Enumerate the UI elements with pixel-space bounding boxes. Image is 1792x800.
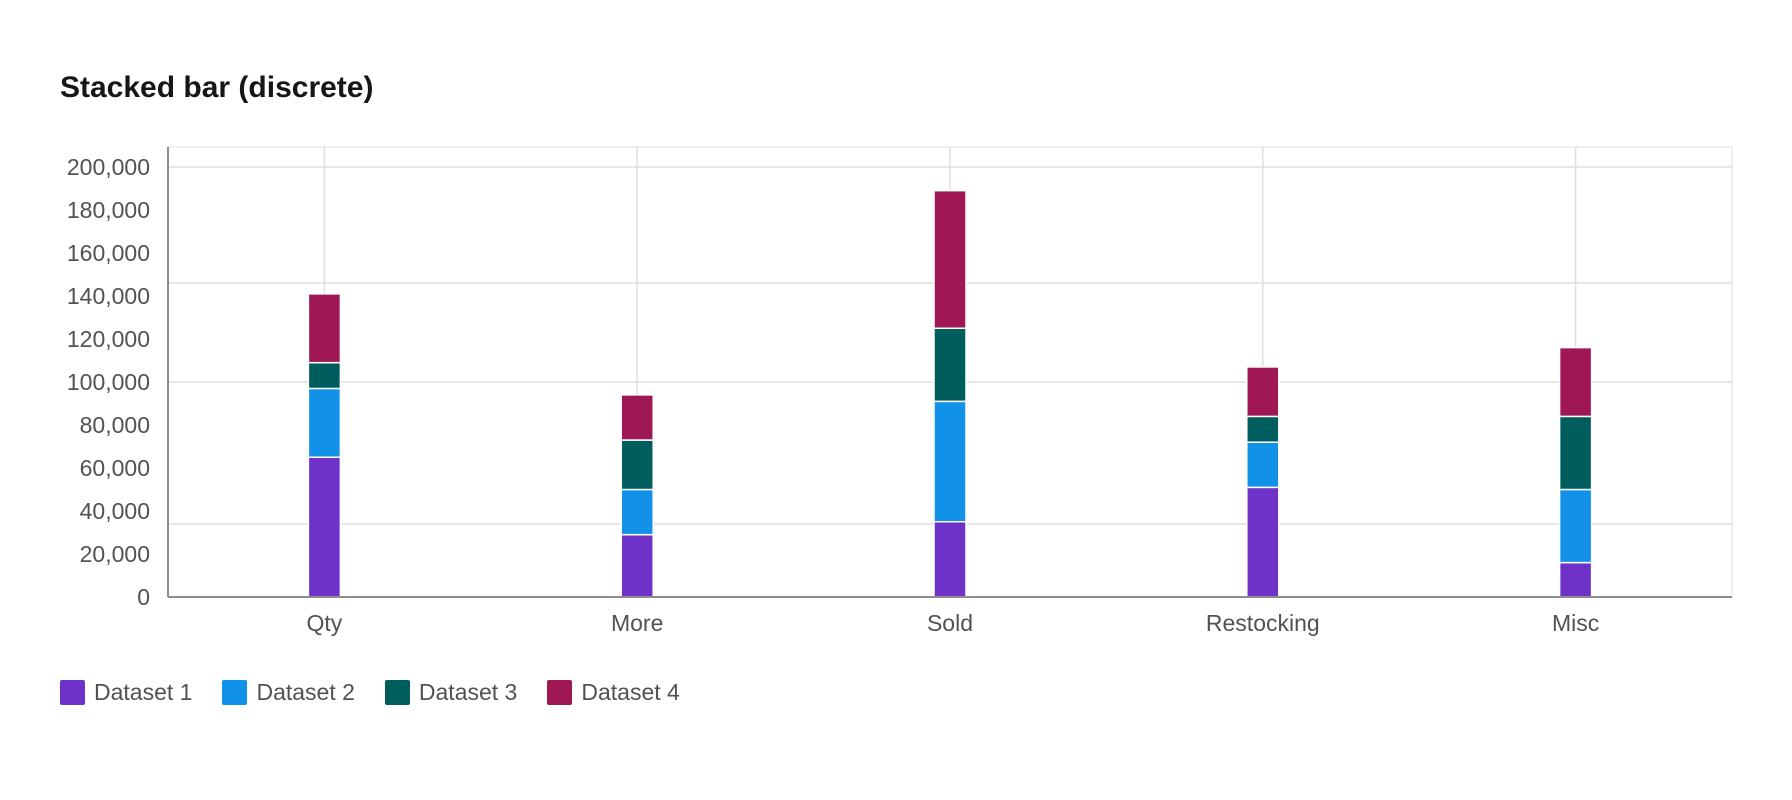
y-tick-label: 200,000 [67, 154, 150, 180]
y-tick-label: 80,000 [80, 412, 150, 438]
y-tick-label: 140,000 [67, 283, 150, 309]
bar-restocking-dataset-4[interactable] [1246, 366, 1280, 418]
y-tick-label: 160,000 [67, 240, 150, 266]
bar-qty-dataset-3[interactable] [307, 361, 342, 390]
bar-qty-dataset-2[interactable] [307, 387, 342, 459]
y-tick-label: 180,000 [67, 197, 150, 223]
y-tick-label: 40,000 [80, 498, 150, 524]
bar-qty-dataset-1[interactable] [307, 456, 342, 598]
legend-swatch [60, 680, 85, 705]
y-tick-label: 100,000 [67, 369, 150, 395]
bar-misc-dataset-4[interactable] [1558, 346, 1593, 418]
bar-more-dataset-1[interactable] [620, 533, 654, 598]
legend-swatch [222, 680, 248, 705]
legend-item-dataset-3[interactable]: Dataset 3 [384, 679, 518, 705]
bar-restocking-dataset-1[interactable] [1246, 486, 1280, 598]
legend-swatch [384, 680, 410, 705]
bar-more-dataset-3[interactable] [620, 439, 654, 491]
y-tick-label: 20,000 [80, 541, 150, 567]
bar-qty-dataset-4[interactable] [307, 293, 342, 364]
bar-sold-dataset-2[interactable] [933, 400, 967, 523]
bar-sold-dataset-3[interactable] [933, 327, 967, 403]
bar-restocking-dataset-2[interactable] [1246, 441, 1280, 489]
bar-more-dataset-2[interactable] [620, 488, 654, 536]
legend-label: Dataset 4 [581, 679, 680, 705]
y-tick-label: 60,000 [80, 455, 150, 481]
legend-item-dataset-1[interactable]: Dataset 1 [60, 680, 192, 705]
x-tick-label: Qty [307, 610, 343, 636]
x-tick-label: Sold [927, 610, 973, 636]
bar-misc-dataset-3[interactable] [1558, 415, 1593, 491]
legend-item-dataset-4[interactable]: Dataset 4 [547, 679, 680, 705]
x-tick-label: Restocking [1206, 610, 1320, 636]
x-tick-label: More [611, 610, 663, 636]
bar-misc-dataset-1[interactable] [1558, 561, 1593, 598]
bar-sold-dataset-1[interactable] [933, 521, 967, 598]
bar-more-dataset-4[interactable] [620, 394, 654, 441]
legend-label: Dataset 1 [94, 679, 193, 705]
x-tick-label: Misc [1552, 610, 1599, 636]
chart-title: Stacked bar (discrete) [60, 71, 374, 104]
bar-misc-dataset-2[interactable] [1558, 488, 1593, 564]
legend-label: Dataset 3 [418, 679, 518, 705]
y-tick-label: 120,000 [67, 326, 150, 352]
legend-item-dataset-2[interactable]: Dataset 2 [222, 679, 355, 705]
bar-restocking-dataset-3[interactable] [1246, 415, 1280, 443]
legend-label: Dataset 2 [256, 679, 355, 705]
bar-sold-dataset-4[interactable] [933, 189, 967, 329]
legend-swatch [547, 680, 573, 705]
y-tick-label: 0 [137, 584, 150, 610]
chart-legend: Dataset 1 Dataset 2 Dataset 3 Dataset 4 [60, 680, 680, 705]
